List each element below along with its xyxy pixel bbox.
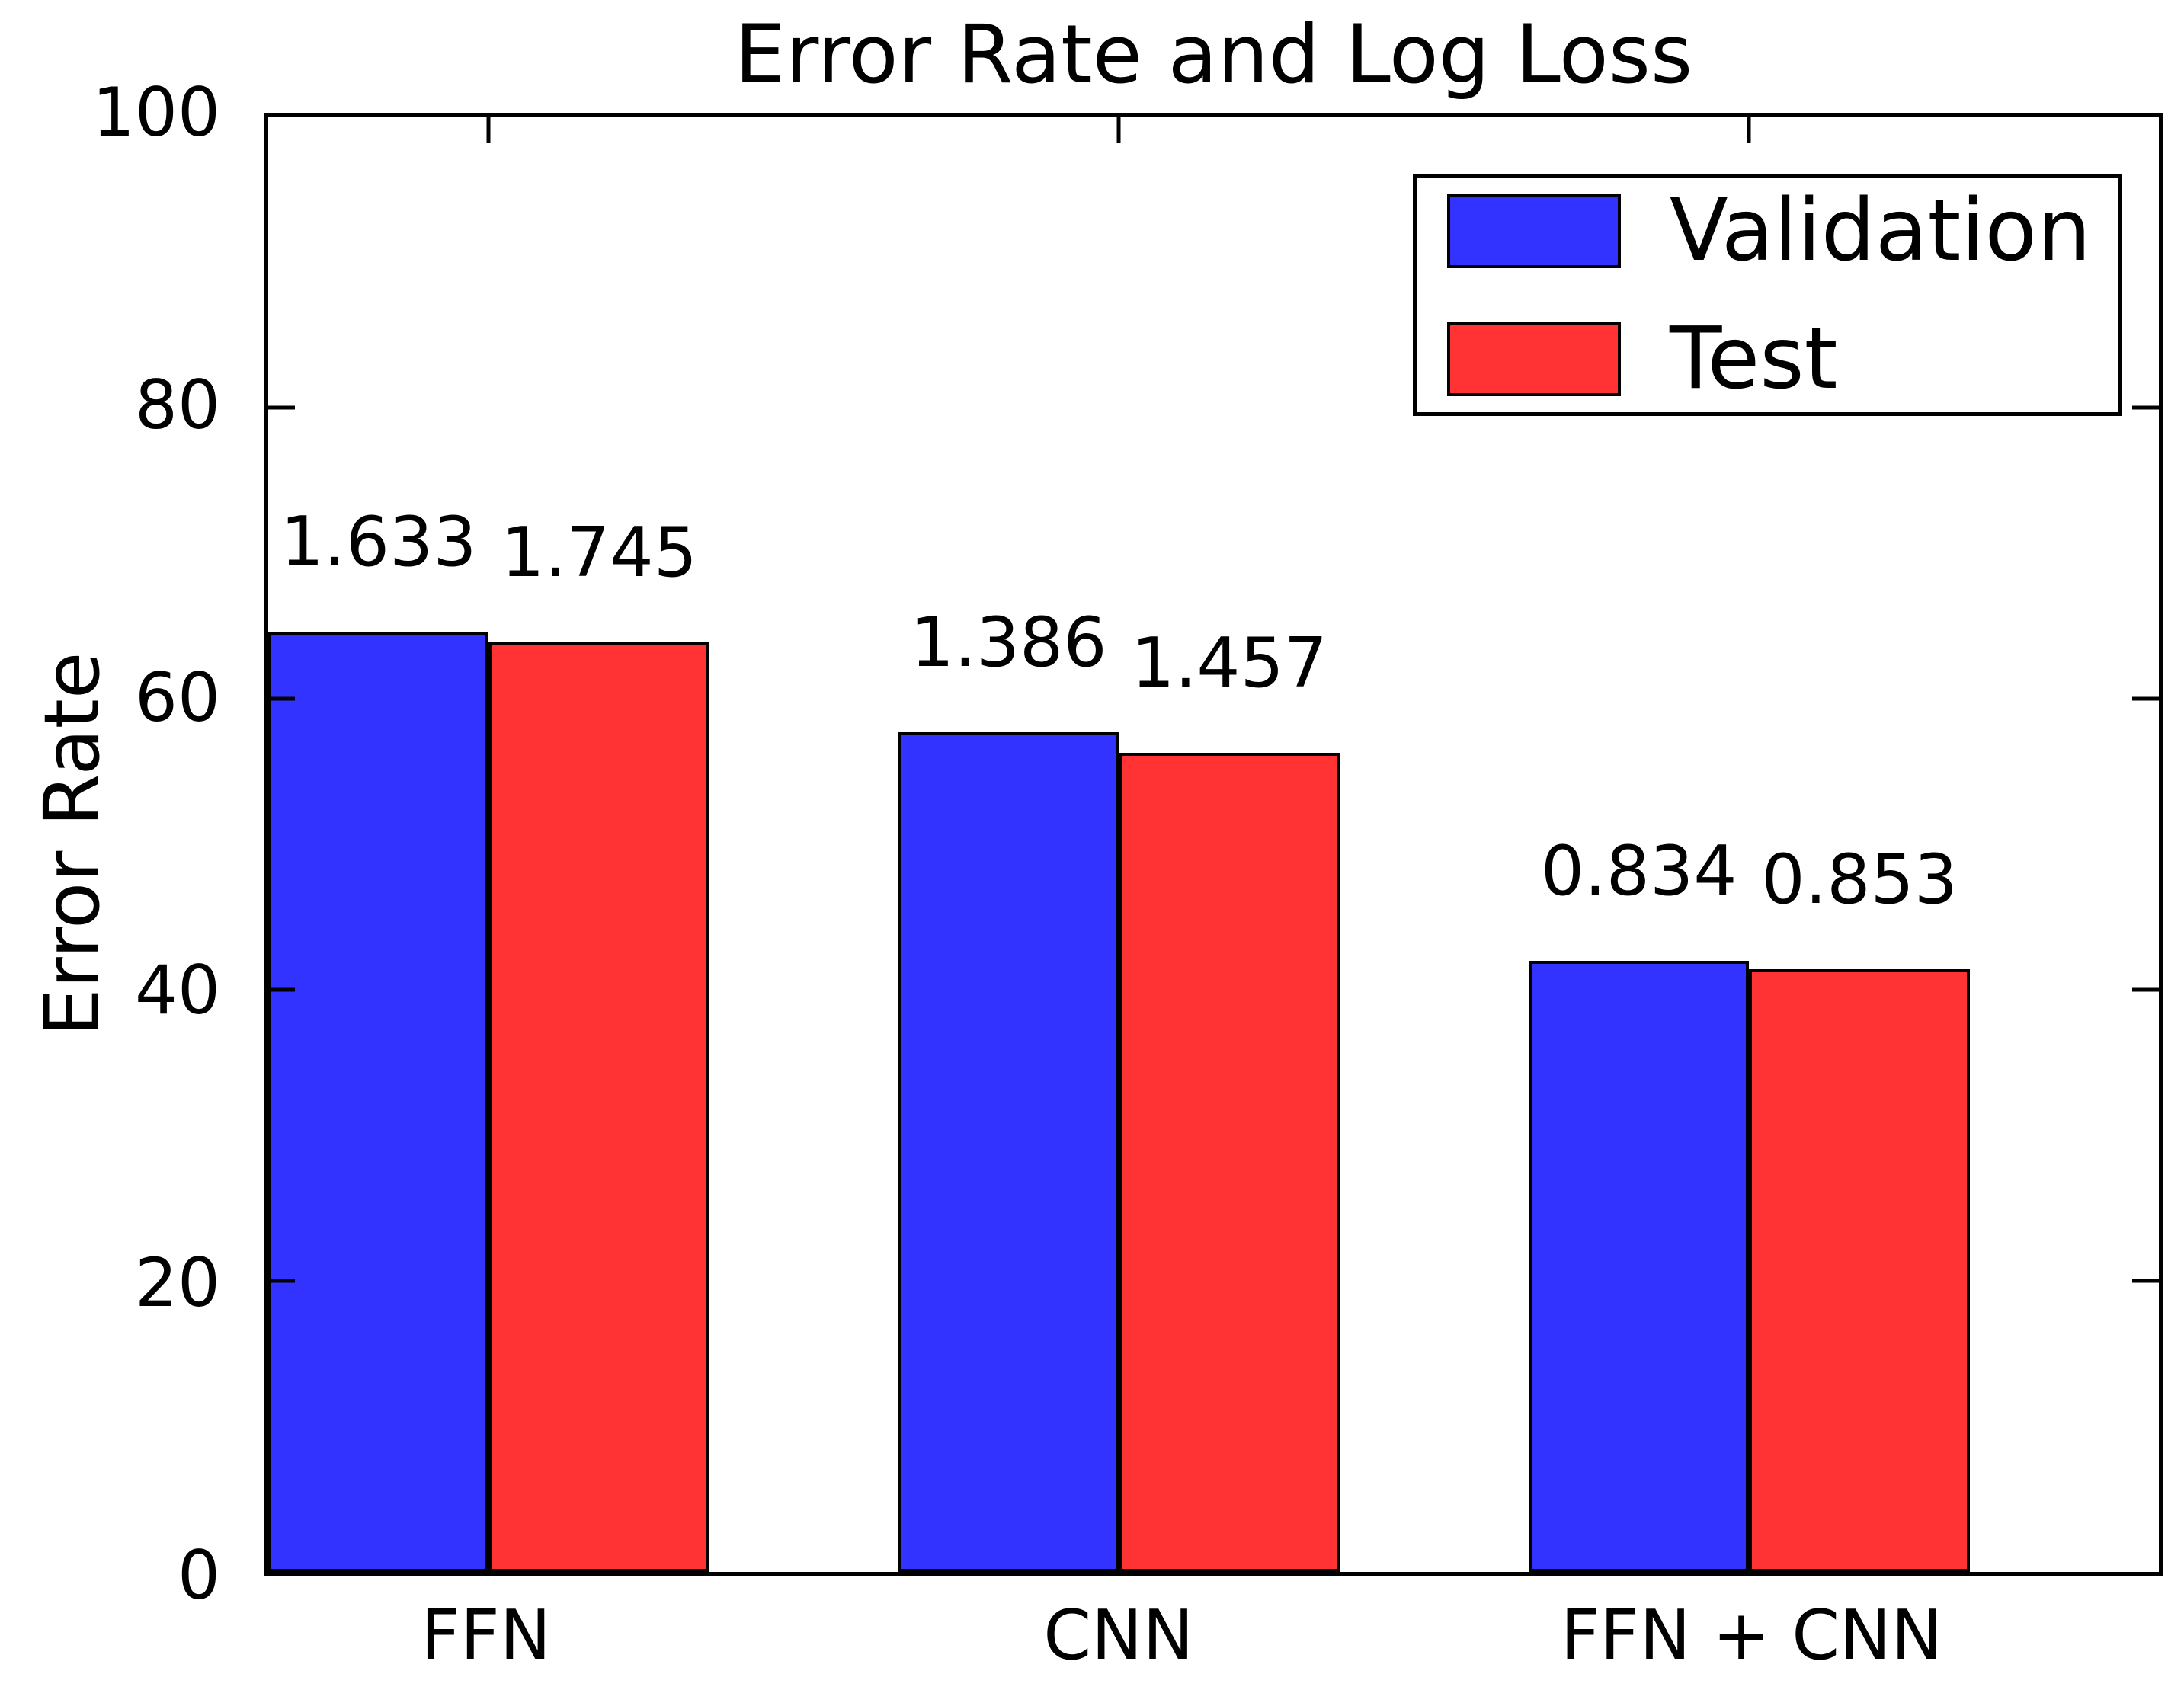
y-tick-mark — [2132, 987, 2159, 992]
bar-value-label: 1.745 — [501, 512, 697, 593]
legend-swatch-validation — [1447, 194, 1621, 268]
y-tick-mark — [268, 1279, 295, 1283]
x-tick-mark — [1116, 1545, 1121, 1572]
x-tick-mark — [486, 117, 491, 143]
y-tick-mark — [2132, 1279, 2159, 1283]
x-tick-label: FFN + CNN — [1560, 1596, 1942, 1676]
y-tick-label: 100 — [92, 73, 220, 152]
legend-label-validation: Validation — [1670, 181, 2092, 280]
bar-value-label: 1.633 — [280, 502, 477, 583]
bar-value-label: 1.386 — [910, 602, 1107, 683]
y-tick-mark — [268, 987, 295, 992]
bar-validation-ffn — [268, 632, 489, 1572]
y-tick-label: 20 — [135, 1243, 220, 1322]
bar-test-cnn — [1119, 752, 1340, 1572]
x-tick-mark — [1747, 117, 1751, 143]
y-tick-label: 80 — [135, 366, 220, 444]
x-tick-mark — [486, 1545, 491, 1572]
bar-validation-cnn — [898, 731, 1119, 1572]
y-tick-labels: 0 20 40 60 80 100 — [0, 79, 242, 1609]
x-tick-mark — [1116, 117, 1121, 143]
bar-test-ffn+cnn — [1749, 969, 1970, 1572]
chart-title: Error Rate and Log Loss — [734, 8, 1693, 101]
bar-value-label: 0.853 — [1761, 840, 1958, 920]
legend-row-test: Test — [1447, 316, 2118, 402]
bar-validation-ffn+cnn — [1529, 960, 1750, 1572]
y-tick-label: 40 — [135, 951, 220, 1029]
y-tick-label: 0 — [178, 1536, 220, 1615]
y-tick-label: 60 — [135, 658, 220, 737]
legend-swatch-test — [1447, 322, 1621, 396]
x-tick-labels: FFN CNN FFN + CNN — [264, 1576, 2163, 1690]
y-tick-mark — [2132, 696, 2159, 701]
bar-test-ffn — [488, 642, 709, 1572]
x-tick-label: CNN — [1043, 1596, 1194, 1676]
y-tick-mark — [2132, 405, 2159, 410]
bar-value-label: 0.834 — [1540, 831, 1737, 911]
y-tick-mark — [268, 696, 295, 701]
legend-row-validation: Validation — [1447, 188, 2118, 274]
bar-value-label: 1.457 — [1131, 623, 1327, 703]
legend-label-test: Test — [1670, 309, 1838, 408]
x-tick-label: FFN — [421, 1596, 552, 1676]
x-tick-mark — [1747, 1545, 1751, 1572]
y-tick-mark — [268, 405, 295, 410]
legend: Validation Test — [1413, 174, 2122, 416]
